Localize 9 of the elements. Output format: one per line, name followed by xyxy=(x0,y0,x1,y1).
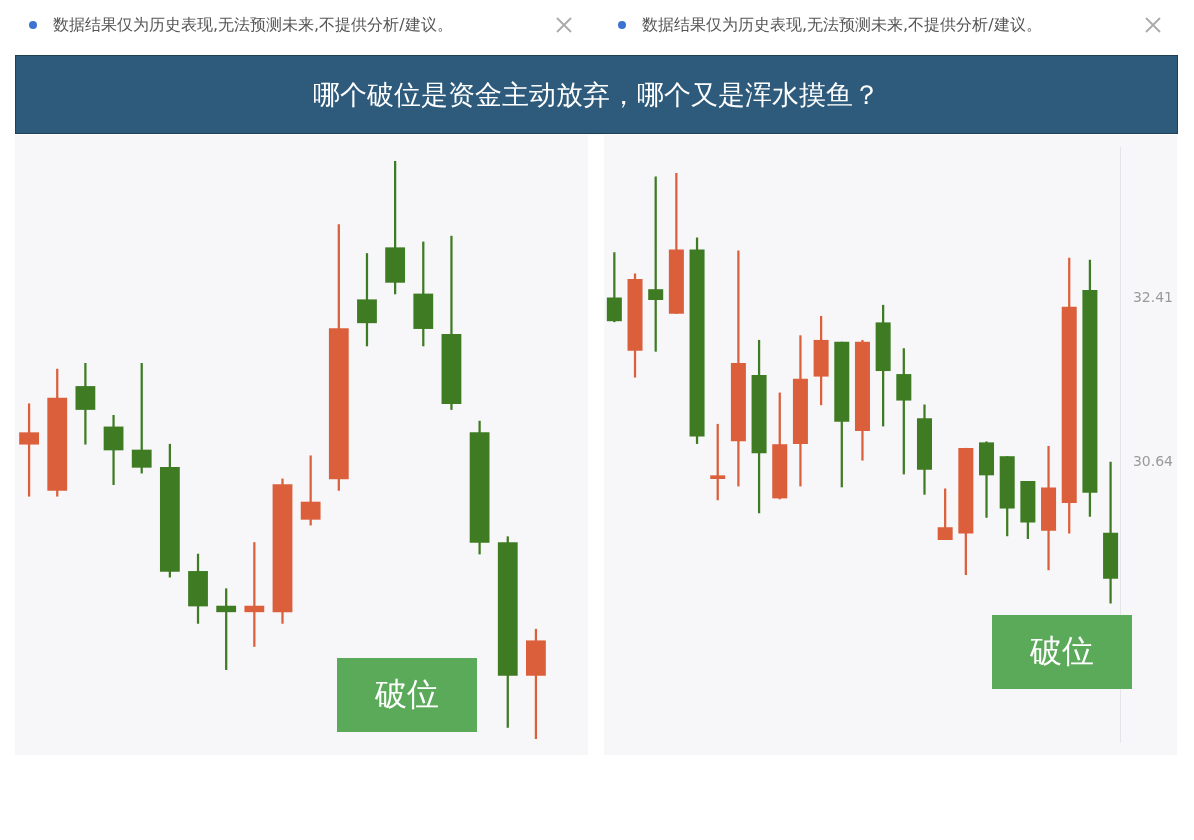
candlestick xyxy=(1103,461,1119,604)
candlestick xyxy=(75,362,96,445)
annotation: 破位 xyxy=(992,615,1132,689)
text: 数据结果仅为历史表现,无法预测未来,不提供分析/建议。 xyxy=(642,14,1042,36)
y-tick-label: 32.41 xyxy=(1132,289,1174,306)
chart-title: 哪个破位是资金主动放弃，哪个又是浑水摸鱼？ xyxy=(15,55,1178,134)
y-tick-label: 30.64 xyxy=(1132,452,1174,469)
text: 数据结果仅为历史表现,无法预测未来,不提供分析/建议。 xyxy=(53,14,453,36)
annotation: 破位 xyxy=(337,658,477,732)
